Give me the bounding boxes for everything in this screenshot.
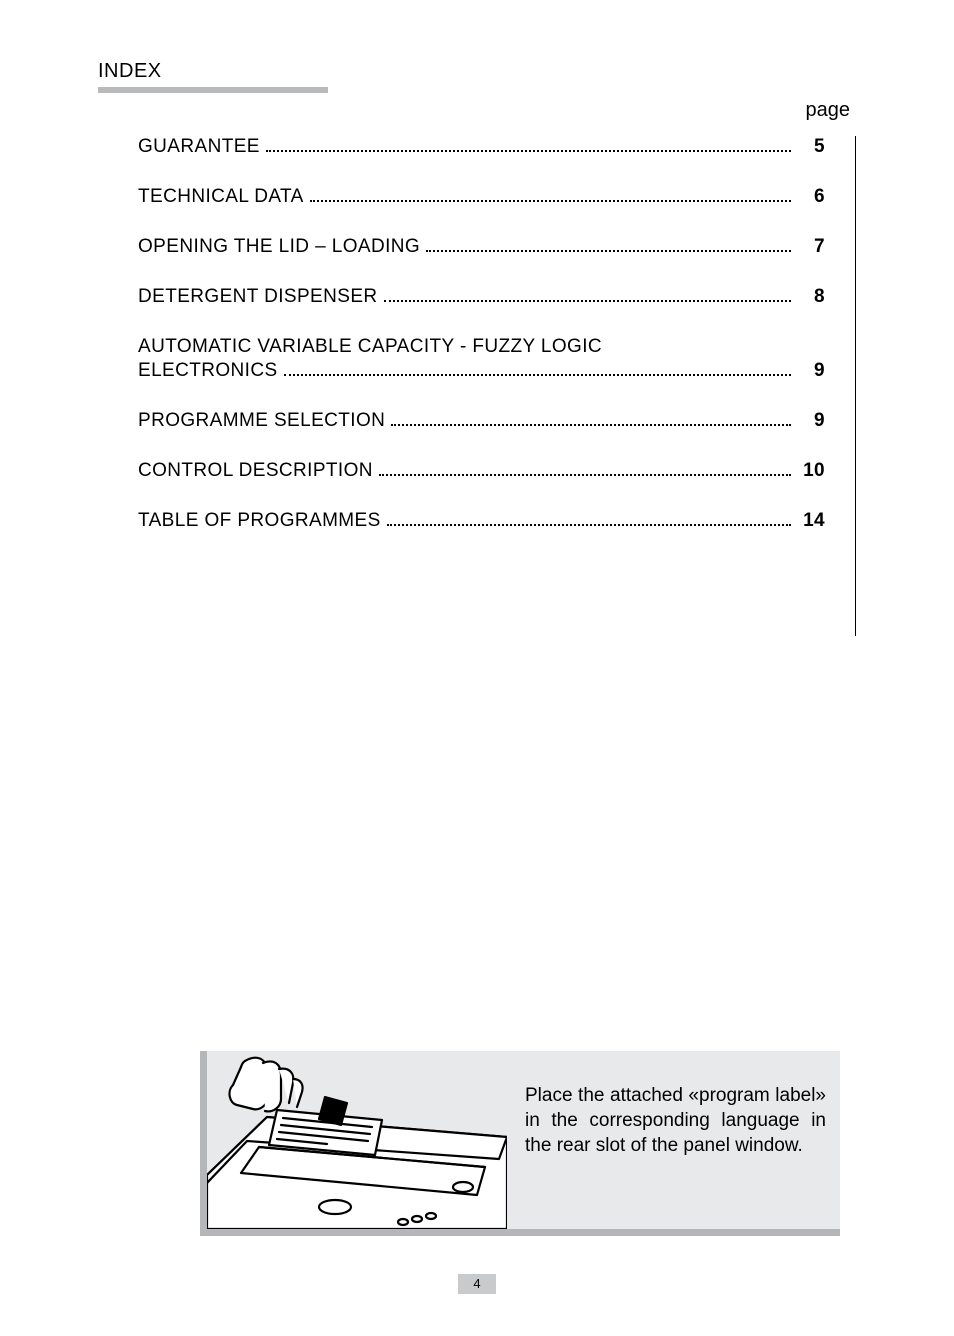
toc-label: DETERGENT DISPENSER — [138, 286, 378, 308]
toc-entry: TABLE OF PROGRAMMES 14 — [138, 510, 825, 532]
program-label-note: Place the attached «program label» in th… — [200, 1051, 840, 1236]
toc-page-number: 6 — [797, 186, 825, 208]
toc-page-number: 10 — [797, 460, 825, 482]
page-column-header-row: page — [98, 99, 856, 122]
toc-entry: GUARANTEE 5 — [138, 136, 825, 158]
toc-label: CONTROL DESCRIPTION — [138, 460, 373, 482]
toc-label-line1: AUTOMATIC VARIABLE CAPACITY - FUZZY LOGI… — [138, 336, 825, 358]
program-label-note-text: Place the attached «program label» in th… — [525, 1055, 826, 1158]
toc-label: TABLE OF PROGRAMMES — [138, 510, 381, 532]
toc-label-line2: ELECTRONICS — [138, 360, 278, 382]
toc-page-number: 14 — [797, 510, 825, 532]
toc-leader — [266, 150, 791, 152]
panel-illustration-icon — [207, 1055, 507, 1229]
toc-leader — [310, 200, 791, 202]
toc-leader — [426, 250, 791, 252]
page-column-header: page — [806, 99, 857, 122]
toc-label: PROGRAMME SELECTION — [138, 410, 385, 432]
toc-leader — [384, 300, 791, 302]
toc-page-number: 9 — [797, 410, 825, 432]
toc-entry: CONTROL DESCRIPTION 10 — [138, 460, 825, 482]
table-of-contents: GUARANTEE 5 TECHNICAL DATA 6 OPENING THE… — [98, 136, 856, 636]
toc-page-number: 9 — [797, 360, 825, 382]
toc-page-number: 5 — [797, 136, 825, 158]
toc-label: GUARANTEE — [138, 136, 260, 158]
toc-leader — [391, 424, 791, 426]
section-title: INDEX — [98, 60, 856, 83]
toc-entry: OPENING THE LID – LOADING 7 — [138, 236, 825, 258]
toc-entry: TECHNICAL DATA 6 — [138, 186, 825, 208]
document-page: INDEX page GUARANTEE 5 TECHNICAL DATA 6 … — [0, 0, 954, 1336]
page-number: 4 — [458, 1274, 496, 1294]
toc-leader — [284, 374, 791, 376]
toc-entry: AUTOMATIC VARIABLE CAPACITY - FUZZY LOGI… — [138, 336, 825, 382]
section-title-underline — [98, 87, 328, 93]
toc-label: TECHNICAL DATA — [138, 186, 304, 208]
toc-leader — [379, 474, 791, 476]
toc-page-number: 8 — [797, 286, 825, 308]
toc-entry: PROGRAMME SELECTION 9 — [138, 410, 825, 432]
toc-leader — [387, 524, 791, 526]
toc-label: OPENING THE LID – LOADING — [138, 236, 420, 258]
toc-entry: DETERGENT DISPENSER 8 — [138, 286, 825, 308]
toc-page-number: 7 — [797, 236, 825, 258]
